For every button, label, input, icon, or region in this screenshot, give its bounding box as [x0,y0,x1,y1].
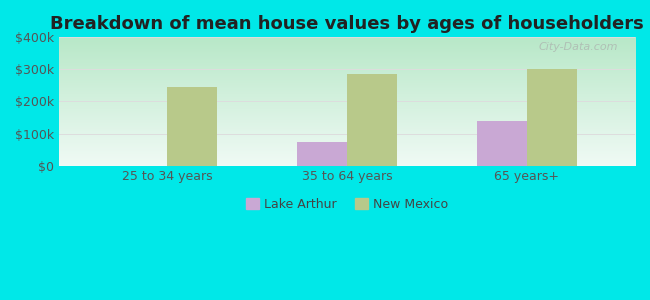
Bar [476,121,527,166]
Title: Breakdown of mean house values by ages of householders: Breakdown of mean house values by ages o… [50,15,644,33]
Bar [347,74,397,166]
Text: City-Data.com: City-Data.com [538,43,617,52]
Bar [527,69,577,166]
Legend: Lake Arthur, New Mexico: Lake Arthur, New Mexico [241,193,453,216]
Bar [167,87,217,166]
Bar [296,142,347,166]
